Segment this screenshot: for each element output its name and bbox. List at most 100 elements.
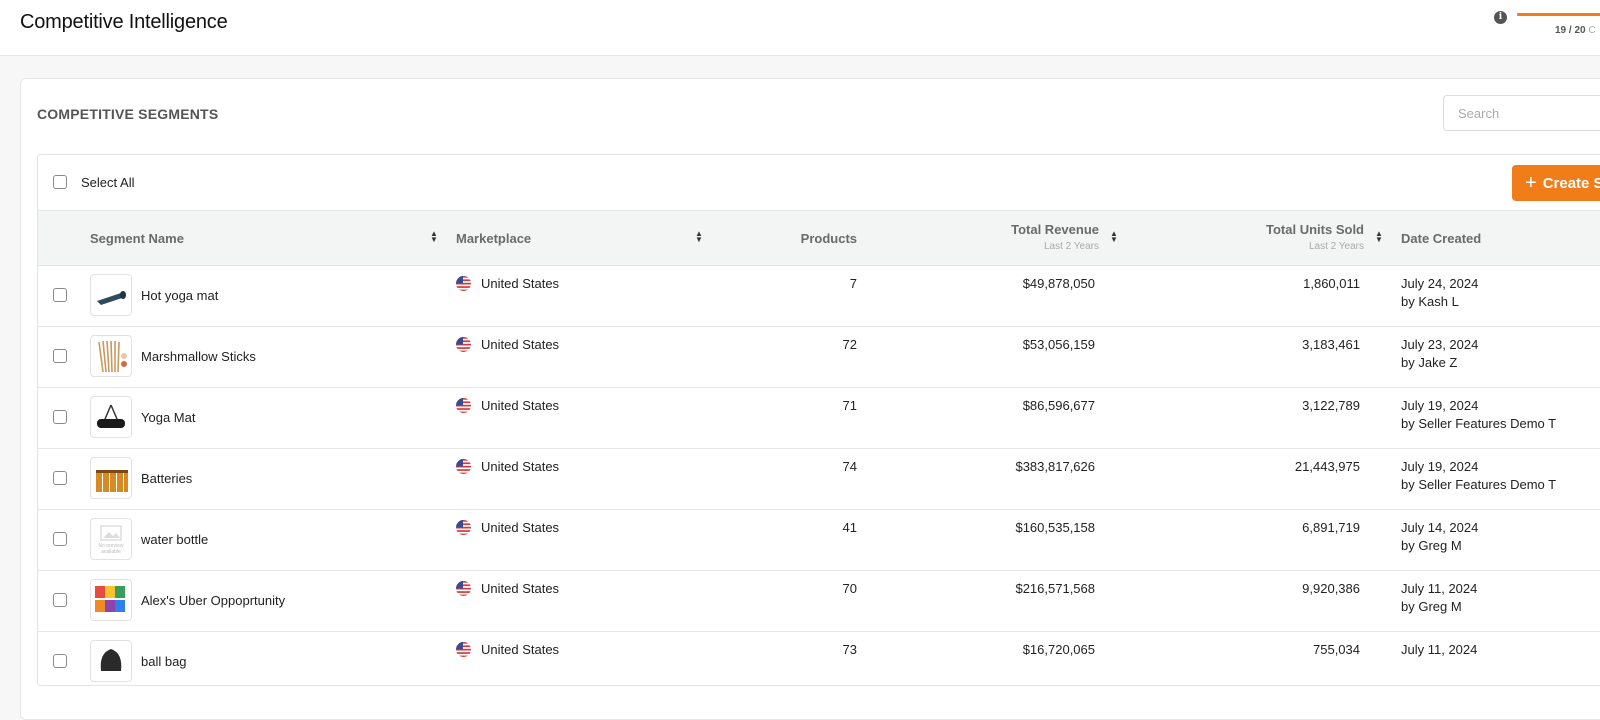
created-by: by Jake Z [1401, 355, 1458, 370]
total-revenue: $53,056,159 [1022, 337, 1095, 352]
row-checkbox[interactable] [53, 593, 67, 607]
marketplace: United States [481, 398, 560, 413]
created-by: by Seller Features Demo T [1401, 416, 1557, 431]
us-flag-icon [456, 581, 471, 596]
date-created: July 11, 2024 [1401, 581, 1478, 596]
products-count: 73 [842, 642, 857, 657]
date-created: July 19, 2024 [1401, 398, 1479, 413]
create-segment-button[interactable]: + Create S [1512, 165, 1600, 201]
table-row[interactable]: Batteries United States 74 $383,817,626 21,4… [38, 449, 1600, 510]
date-created: July 19, 2024 [1401, 459, 1479, 474]
table-toolbar: Select All + Create S [38, 155, 1600, 211]
total-units-sold: 21,443,975 [1294, 459, 1360, 474]
usage-count: 19 / 20 C [1555, 25, 1596, 36]
segment-name[interactable]: Alex's Uber Oppoprtunity [141, 593, 286, 608]
table-row[interactable]: ball bag United States 73 $16,720,065 755,03… [38, 632, 1600, 685]
table-row[interactable]: No preview available water bottle United S… [38, 510, 1600, 571]
segment-name[interactable]: water bottle [141, 532, 209, 547]
total-revenue: $383,817,626 [1015, 459, 1095, 474]
segment-name[interactable]: Hot yoga mat [141, 288, 219, 303]
table-row[interactable]: Hot yoga mat United States 7 $49,878,050 1,8… [38, 266, 1600, 327]
table-row[interactable]: Alex's Uber Oppoprtunity United States 70 $… [38, 571, 1600, 632]
segment-name[interactable]: Marshmallow Sticks [141, 349, 256, 364]
col-total-revenue[interactable]: Total Revenue [1011, 222, 1099, 237]
row-checkbox[interactable] [53, 288, 67, 302]
marketplace: United States [481, 581, 560, 596]
col-total-revenue-sub: Last 2 Years [1043, 241, 1099, 252]
us-flag-icon [456, 337, 471, 352]
products-count: 7 [849, 276, 857, 291]
date-created: July 11, 2024 [1401, 642, 1478, 657]
col-total-units[interactable]: Total Units Sold [1266, 222, 1364, 237]
us-flag-icon [456, 642, 471, 657]
sort-icon[interactable]: ▲ ▼ [1375, 229, 1383, 244]
marketplace: United States [481, 459, 560, 474]
products-count: 41 [842, 520, 857, 535]
table-row[interactable]: Marshmallow Sticks United States 72 $53,056… [38, 327, 1600, 388]
date-created: July 23, 2024 [1401, 337, 1479, 352]
row-checkbox[interactable] [53, 410, 67, 424]
table-header: Segment Name ▲ ▼ Marketplace ▲ ▼ Products … [38, 211, 1600, 266]
usage-progress-fill [1517, 13, 1600, 16]
segment-name[interactable]: Yoga Mat [141, 410, 196, 425]
product-thumbnail [90, 274, 132, 316]
sort-icon[interactable]: ▲ ▼ [695, 229, 703, 244]
us-flag-icon [456, 398, 471, 413]
created-by: by Seller Features Demo T [1401, 477, 1557, 492]
us-flag-icon [456, 520, 471, 535]
product-thumbnail: No preview available [90, 518, 132, 560]
product-thumbnail [90, 396, 132, 438]
marketplace: United States [481, 337, 560, 352]
sort-icon[interactable]: ▲ ▼ [1110, 229, 1118, 244]
marketplace: United States [481, 276, 560, 291]
marketplace: United States [481, 642, 560, 657]
total-units-sold: 6,891,719 [1302, 520, 1360, 535]
col-total-units-sub: Last 2 Years [1308, 241, 1364, 252]
top-bar: Competitive Intelligence i 19 / 20 C [0, 0, 1600, 56]
thumb-placeholder-text: No preview available [98, 543, 124, 555]
col-segment-name[interactable]: Segment Name [90, 231, 184, 246]
created-by: by Greg M [1401, 599, 1462, 614]
segment-name[interactable]: ball bag [141, 654, 187, 669]
us-flag-icon [456, 459, 471, 474]
total-units-sold: 755,034 [1313, 642, 1360, 657]
us-flag-icon [456, 276, 471, 291]
created-by: by Kash L [1401, 294, 1459, 309]
search-box[interactable] [1443, 95, 1600, 131]
segments-table: Select All + Create S Segment Name ▲ ▼ Mar… [37, 154, 1600, 686]
row-checkbox[interactable] [53, 349, 67, 363]
products-count: 70 [842, 581, 857, 596]
search-input[interactable] [1456, 105, 1600, 122]
row-checkbox[interactable] [53, 532, 67, 546]
total-units-sold: 9,920,386 [1302, 581, 1360, 596]
section-title: COMPETITIVE SEGMENTS [37, 106, 219, 122]
select-all-label[interactable]: Select All [81, 175, 135, 190]
sort-icon[interactable]: ▲ ▼ [430, 229, 438, 244]
total-units-sold: 3,183,461 [1302, 337, 1360, 352]
date-created: July 14, 2024 [1401, 520, 1479, 535]
page-title: Competitive Intelligence [20, 11, 228, 33]
col-date-created[interactable]: Date Created [1401, 231, 1482, 246]
info-icon[interactable]: i [1494, 11, 1507, 24]
total-revenue: $160,535,158 [1015, 520, 1095, 535]
usage-progress-bar [1517, 13, 1600, 16]
table-row[interactable]: Yoga Mat United States 71 $86,596,677 3,122,… [38, 388, 1600, 449]
segment-name[interactable]: Batteries [141, 471, 193, 486]
total-revenue: $86,596,677 [1022, 398, 1095, 413]
total-revenue: $16,720,065 [1022, 642, 1095, 657]
date-created: July 24, 2024 [1401, 276, 1479, 291]
product-thumbnail [90, 335, 132, 377]
products-count: 71 [842, 398, 857, 413]
col-marketplace[interactable]: Marketplace [456, 231, 532, 246]
col-products[interactable]: Products [800, 231, 857, 246]
usage-count-value: 19 / 20 [1555, 25, 1586, 36]
total-revenue: $216,571,568 [1015, 581, 1095, 596]
usage-count-suffix: C [1588, 25, 1596, 36]
select-all-checkbox[interactable] [53, 175, 67, 189]
product-thumbnail [90, 640, 132, 682]
total-units-sold: 1,860,011 [1303, 276, 1360, 291]
row-checkbox[interactable] [53, 654, 67, 668]
product-thumbnail [90, 457, 132, 499]
plus-icon: + [1525, 172, 1537, 194]
row-checkbox[interactable] [53, 471, 67, 485]
